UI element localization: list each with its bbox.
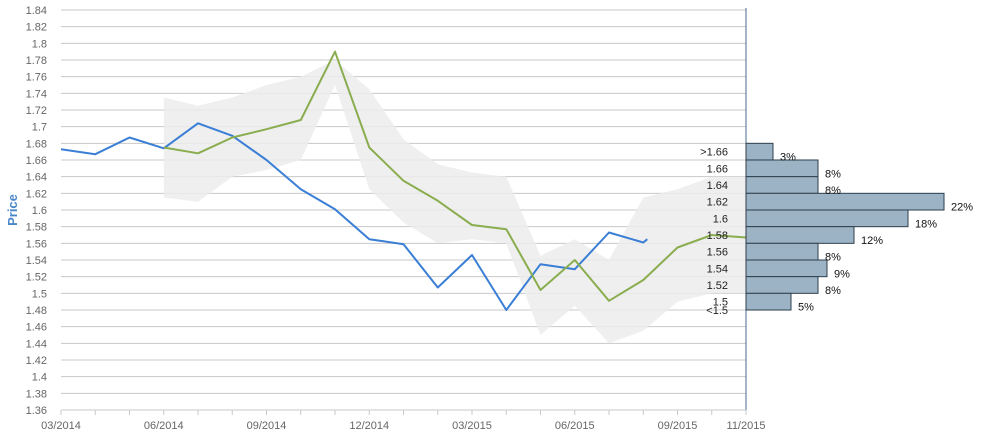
y-tick-label: 1.54 (26, 255, 47, 267)
y-tick-label: 1.4 (32, 372, 47, 384)
histogram-bar (745, 259, 828, 278)
histogram-pct-label: 8% (825, 168, 841, 180)
histogram-pct-label: 5% (798, 302, 814, 314)
y-tick-label: 1.52 (26, 272, 47, 284)
x-tick-label: 06/2014 (144, 420, 184, 432)
y-axis-label: Price (5, 194, 20, 226)
histogram-bin-label: 1.56 (707, 247, 728, 259)
histogram-bin-label: 1.64 (707, 180, 728, 192)
y-tick-label: 1.66 (26, 155, 47, 167)
y-tick-label: 1.78 (26, 55, 47, 67)
histogram-bar (745, 176, 819, 194)
histogram-bar (745, 226, 855, 244)
histogram-pct-label: 8% (825, 252, 841, 264)
y-tick-label: 1.58 (26, 222, 47, 234)
y-tick-label: 1.84 (26, 5, 47, 17)
histogram-bin-label: >1.66 (700, 147, 728, 159)
x-tick-label: 06/2015 (555, 420, 595, 432)
y-tick-label: 1.56 (26, 238, 47, 250)
y-tick-label: 1.74 (26, 88, 47, 100)
histogram-bin-label: 1.58 (707, 230, 728, 242)
y-tick-label: 1.36 (26, 405, 47, 417)
y-tick-label: 1.82 (26, 22, 47, 34)
histogram-pct-label: 8% (825, 285, 841, 297)
x-tick-label: 09/2014 (247, 420, 287, 432)
histogram-pct-label: 22% (951, 202, 973, 214)
y-tick-label: 1.5 (32, 288, 47, 300)
x-tick-label: 11/2015 (727, 420, 766, 432)
histogram-bin-label: 1.66 (707, 163, 728, 175)
histogram-bin-label: 1.54 (707, 263, 728, 275)
y-tick-label: 1.64 (26, 172, 47, 184)
histogram-bar (745, 242, 819, 261)
series-lines (60, 50, 751, 311)
y-tick-label: 1.76 (26, 72, 47, 84)
histogram (745, 142, 945, 311)
histogram-bar (745, 292, 792, 311)
x-tick-label: 09/2015 (658, 420, 698, 432)
histogram-bin-label: <1.5 (706, 305, 728, 317)
y-tick-label: 1.44 (26, 338, 47, 350)
y-tick-label: 1.72 (26, 105, 47, 117)
histogram-bin-label: 1.52 (707, 280, 728, 292)
series-line-2 (163, 50, 751, 302)
y-tick-label: 1.68 (26, 138, 47, 150)
histogram-pct-label: 9% (834, 268, 850, 280)
histogram-pct-label: 3% (780, 152, 796, 164)
y-tick-label: 1.38 (26, 388, 47, 400)
histogram-pct-label: 18% (915, 218, 937, 230)
histogram-bar (745, 142, 774, 161)
y-tick-label: 1.6 (32, 205, 47, 217)
y-tick-label: 1.48 (26, 305, 47, 317)
labels: 1.36 1.38 1.4 1.42 1.44 1.46 1.48 1.5 1.52 1.54 1.… (26, 5, 974, 432)
histogram-bar (745, 209, 909, 228)
histogram-bar (745, 276, 819, 294)
histogram-bin-label: 1.5 (713, 297, 728, 309)
range-band (163, 60, 747, 344)
histogram-bar (745, 192, 945, 211)
x-tick-label: 03/2014 (41, 420, 81, 432)
histogram-pct-label: 8% (825, 185, 841, 197)
x-tick-label: 12/2014 (349, 420, 389, 432)
histogram-pct-label: 12% (861, 235, 883, 247)
y-tick-label: 1.8 (32, 38, 47, 50)
y-tick-label: 1.62 (26, 188, 47, 200)
histogram-bin-label: 1.62 (707, 197, 728, 209)
y-tick-label: 1.46 (26, 322, 47, 334)
forecast-band (163, 60, 747, 344)
x-tick-label: 03/2015 (452, 420, 492, 432)
y-tick-label: 1.7 (32, 122, 47, 134)
y-tick-label: 1.42 (26, 355, 47, 367)
histogram-bin-label: 1.6 (713, 213, 728, 225)
